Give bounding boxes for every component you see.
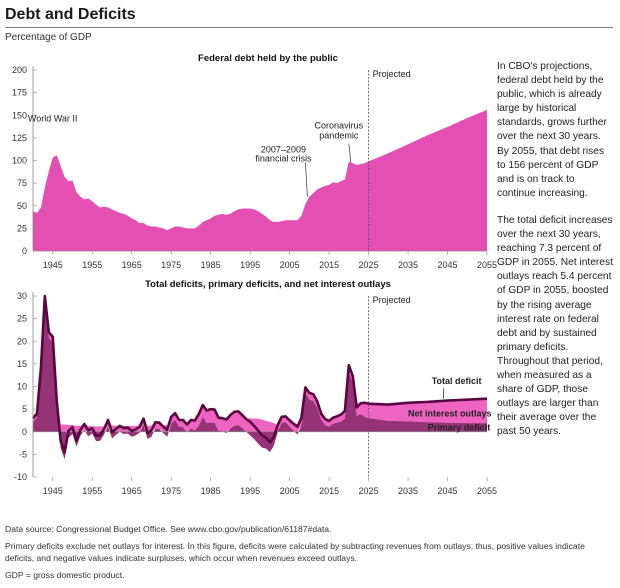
annotation-world-war-ii: World War II — [28, 114, 78, 124]
y-tick-label: 150 — [12, 110, 27, 120]
page-title: Debt and Deficits — [5, 6, 136, 23]
primary-deficit-note: Primary deficits exclude net outlays for… — [5, 541, 585, 563]
x-tick-label: 1945 — [43, 486, 63, 496]
x-tick-label: 1945 — [43, 260, 63, 270]
y-tick-label: 200 — [12, 65, 27, 75]
y-tick-label: 10 — [17, 382, 27, 392]
y-tick-label: 5 — [22, 404, 27, 414]
x-tick-label: 2005 — [280, 260, 300, 270]
x-tick-label: 2055 — [477, 260, 497, 270]
x-tick-label: 1965 — [122, 260, 142, 270]
x-tick-label: 2035 — [398, 486, 418, 496]
projected-label: Projected — [373, 69, 411, 79]
x-tick-label: 2015 — [319, 486, 339, 496]
notes-section: Data source: Congressional Budget Office… — [5, 524, 613, 588]
data-source-note: Data source: Congressional Budget Office… — [5, 524, 332, 534]
x-tick-label: 1955 — [82, 486, 102, 496]
x-tick-label: 1985 — [201, 260, 221, 270]
side-paragraph-debt: In CBO's projections, federal debt held … — [497, 61, 607, 199]
annotation-coronavirus: Coronavirus — [315, 121, 364, 131]
net-interest-band — [33, 296, 487, 432]
x-tick-label: 1955 — [82, 260, 102, 270]
series-label-net-interest: Net interest outlays — [408, 408, 492, 418]
x-tick-label: 1975 — [161, 260, 181, 270]
series-label-primary-deficit: Primary deficit — [428, 422, 491, 432]
primary-deficit-area — [33, 300, 487, 460]
y-tick-label: 175 — [12, 88, 27, 98]
y-tick-label: 50 — [17, 201, 27, 211]
projected-label: Projected — [373, 295, 411, 305]
debt-area — [33, 109, 487, 251]
x-tick-label: 1965 — [122, 486, 142, 496]
x-tick-label: 2035 — [398, 260, 418, 270]
y-tick-label: -5 — [19, 449, 27, 459]
y-tick-label: 125 — [12, 133, 27, 143]
y-tick-label: 0 — [22, 427, 27, 437]
annotation-pointer-pandemic — [348, 143, 352, 163]
x-tick-label: 2055 — [477, 486, 497, 496]
x-tick-label: 2005 — [280, 486, 300, 496]
x-tick-label: 2025 — [359, 260, 379, 270]
annotation-pandemic: pandemic — [319, 131, 359, 141]
x-tick-label: 2025 — [359, 486, 379, 496]
total-deficit-line — [32, 294, 488, 454]
y-tick-label: 25 — [17, 223, 27, 233]
y-tick-label: 25 — [17, 314, 27, 324]
x-tick-label: 1995 — [240, 260, 260, 270]
chart-title-deficits: Total deficits, primary deficits, and ne… — [145, 279, 391, 290]
x-tick-label: 1985 — [201, 486, 221, 496]
series-label-total-deficit: Total deficit — [432, 376, 482, 386]
y-tick-label: 75 — [17, 178, 27, 188]
x-tick-label: 1975 — [161, 486, 181, 496]
y-tick-label: 0 — [22, 246, 27, 256]
annotation-pointer-crisis — [305, 162, 308, 197]
y-tick-label: 100 — [12, 156, 27, 166]
side-commentary: In CBO's projections, federal debt held … — [497, 60, 613, 452]
x-tick-label: 2045 — [438, 260, 458, 270]
y-tick-label: 20 — [17, 336, 27, 346]
y-tick-label: -10 — [14, 472, 27, 482]
title-rule — [5, 27, 613, 28]
y-tick-label: 30 — [17, 291, 27, 301]
x-tick-label: 2045 — [438, 486, 458, 496]
chart-title-debt: Federal debt held by the public — [198, 53, 338, 64]
side-paragraph-deficit: The total deficit increases over the nex… — [497, 214, 613, 438]
annotation-financial-crisis-years: 2007–2009 — [261, 145, 306, 155]
annotation-financial-crisis-label: financial crisis — [255, 154, 312, 164]
x-tick-label: 1995 — [240, 486, 260, 496]
y-tick-label: 15 — [17, 359, 27, 369]
x-tick-label: 2015 — [319, 260, 339, 270]
gdp-definition-note: GDP = gross domestic product. — [5, 570, 125, 581]
page-subtitle: Percentage of GDP — [5, 32, 92, 43]
